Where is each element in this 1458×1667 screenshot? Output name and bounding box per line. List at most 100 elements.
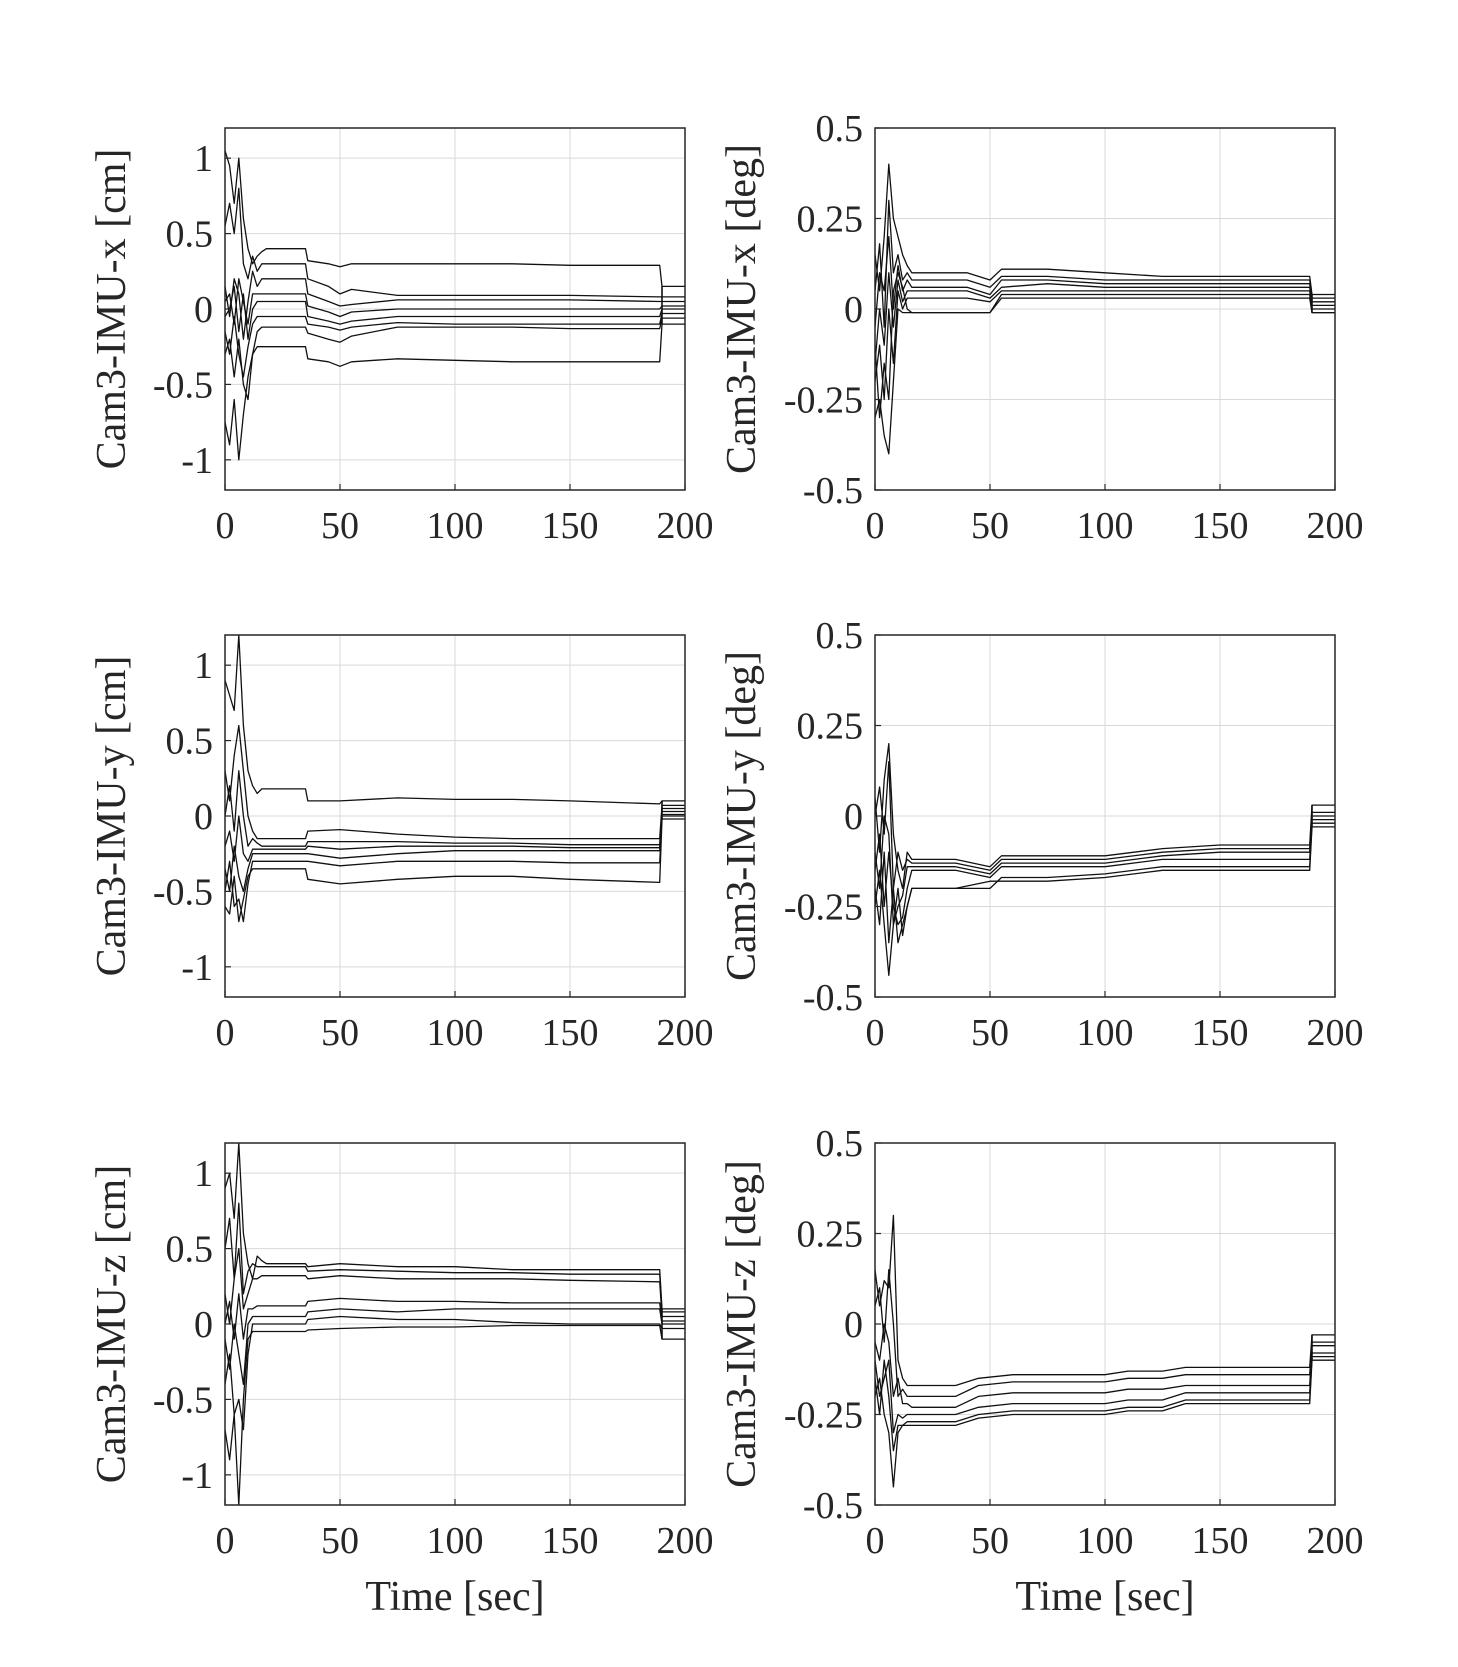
x-tick-label: 150	[542, 505, 599, 547]
series-line-1	[225, 635, 685, 805]
x-tick-label: 150	[542, 1520, 599, 1562]
y-axis-label: Cam3-IMU-y [cm]	[89, 656, 135, 977]
x-tick-label: 200	[1307, 505, 1364, 547]
x-tick-label: 0	[216, 505, 235, 547]
series-line-2	[225, 724, 685, 840]
y-tick-label: 0.5	[166, 721, 214, 763]
x-axis-label: Time [sec]	[365, 1574, 544, 1620]
y-tick-label: 0.5	[816, 108, 864, 150]
y-axis-label: Cam3-IMU-x [deg]	[719, 144, 765, 474]
x-tick-label: 150	[1192, 1520, 1249, 1562]
y-tick-label: 0.25	[797, 706, 864, 748]
series-line-1	[875, 1214, 1335, 1387]
y-tick-label: 0	[194, 289, 213, 331]
series-line-3	[225, 1247, 685, 1325]
y-tick-label: 1	[194, 138, 213, 180]
y-tick-label: 1	[194, 645, 213, 687]
series-line-4	[225, 278, 685, 325]
x-tick-label: 150	[542, 1012, 599, 1054]
y-tick-label: -0.25	[784, 380, 863, 422]
chart-panel-6: 0 50 100 150 200 0.5 0.25 0 -0.25 -0.5 Cam3-IMU-z …	[719, 1123, 1364, 1620]
series-line-3	[225, 270, 685, 340]
x-tick-label: 50	[971, 1012, 1009, 1054]
x-tick-label: 0	[866, 1012, 885, 1054]
y-axis-label: Cam3-IMU-x [cm]	[89, 149, 135, 470]
x-tick-label: 50	[971, 505, 1009, 547]
y-tick-label: -1	[181, 440, 213, 482]
y-tick-label: 0.5	[816, 1123, 864, 1165]
series-group	[875, 742, 1335, 976]
y-tick-label: 0	[844, 796, 863, 838]
series-line-6	[875, 1359, 1335, 1452]
series-line-2	[225, 1202, 685, 1313]
series-line-5	[225, 813, 685, 893]
series-line-2	[875, 1269, 1335, 1398]
x-tick-label: 150	[1192, 1012, 1249, 1054]
y-tick-label: -0.5	[153, 1379, 213, 1421]
series-line-5	[875, 1355, 1335, 1488]
y-tick-label: -0.5	[803, 470, 863, 512]
series-line-4	[875, 1352, 1335, 1434]
x-tick-label: 100	[1077, 1520, 1134, 1562]
series-line-2	[225, 187, 685, 298]
x-tick-label: 50	[321, 1520, 359, 1562]
y-tick-label: 1	[194, 1153, 213, 1195]
series-line-7	[225, 818, 685, 923]
series-line-1	[875, 163, 1335, 296]
series-line-4	[225, 810, 685, 862]
y-tick-label: -0.25	[784, 1395, 863, 1437]
x-tick-label: 0	[216, 1520, 235, 1562]
y-tick-label: 0	[194, 1304, 213, 1346]
series-group	[875, 1214, 1335, 1488]
series-line-1	[225, 150, 685, 288]
x-tick-label: 50	[971, 1520, 1009, 1562]
chart-panel-4: 0 50 100 150 200 0.5 0.25 0 -0.25 -0.5 Cam3-IMU-y …	[719, 615, 1364, 1054]
series-line-5	[225, 285, 685, 340]
x-tick-label: 0	[866, 505, 885, 547]
y-axis-label: Cam3-IMU-z [deg]	[719, 1160, 765, 1488]
chart-panel-1: 0 50 100 150 200 1 0.5 0 -0.5 -1 Cam3-IMU-x [cm]	[89, 127, 714, 547]
series-line-6	[875, 826, 1335, 976]
y-tick-label: 0.5	[166, 1229, 214, 1271]
y-axis-label: Cam3-IMU-z [cm]	[89, 1165, 135, 1483]
y-tick-label: -0.5	[153, 871, 213, 913]
x-axis-label: Time [sec]	[1015, 1574, 1194, 1620]
y-tick-label: 0	[194, 796, 213, 838]
series-line-5	[225, 1308, 685, 1385]
x-tick-label: 0	[866, 1520, 885, 1562]
x-tick-label: 100	[1077, 505, 1134, 547]
y-tick-label: -0.5	[153, 364, 213, 406]
series-group	[875, 163, 1335, 455]
series-line-2	[875, 199, 1335, 328]
series-line-1	[875, 742, 1335, 890]
x-tick-label: 0	[216, 1012, 235, 1054]
chart-panel-2: 0 50 100 150 200 0.5 0.25 0 -0.25 -0.5 Cam3-IMU-x …	[719, 108, 1364, 547]
x-tick-label: 150	[1192, 505, 1249, 547]
series-line-1	[225, 1143, 685, 1310]
x-tick-label: 100	[427, 1520, 484, 1562]
x-tick-label: 200	[1307, 1520, 1364, 1562]
x-tick-label: 200	[657, 1012, 714, 1054]
y-tick-label: -0.5	[803, 977, 863, 1019]
y-tick-label: -1	[181, 947, 213, 989]
series-group	[225, 635, 685, 923]
y-tick-label: -0.25	[784, 887, 863, 929]
series-line-8	[225, 323, 685, 461]
x-tick-label: 100	[427, 505, 484, 547]
series-group	[225, 1143, 685, 1505]
series-line-3	[875, 1323, 1335, 1408]
chart-panel-3: 0 50 100 150 200 1 0.5 0 -0.5 -1 Cam3-IMU-y [cm]	[89, 634, 714, 1054]
series-group	[225, 150, 685, 461]
series-line-4	[875, 272, 1335, 364]
series-line-2	[875, 761, 1335, 890]
x-tick-label: 100	[1077, 1012, 1134, 1054]
series-line-7	[225, 317, 685, 401]
y-axis-label: Cam3-IMU-y [deg]	[719, 651, 765, 981]
x-tick-label: 200	[657, 505, 714, 547]
series-line-6	[225, 1315, 685, 1431]
y-tick-label: -1	[181, 1455, 213, 1497]
series-line-4	[875, 818, 1335, 926]
series-line-7	[225, 1324, 685, 1505]
x-tick-label: 50	[321, 1012, 359, 1054]
series-line-3	[875, 235, 1335, 328]
